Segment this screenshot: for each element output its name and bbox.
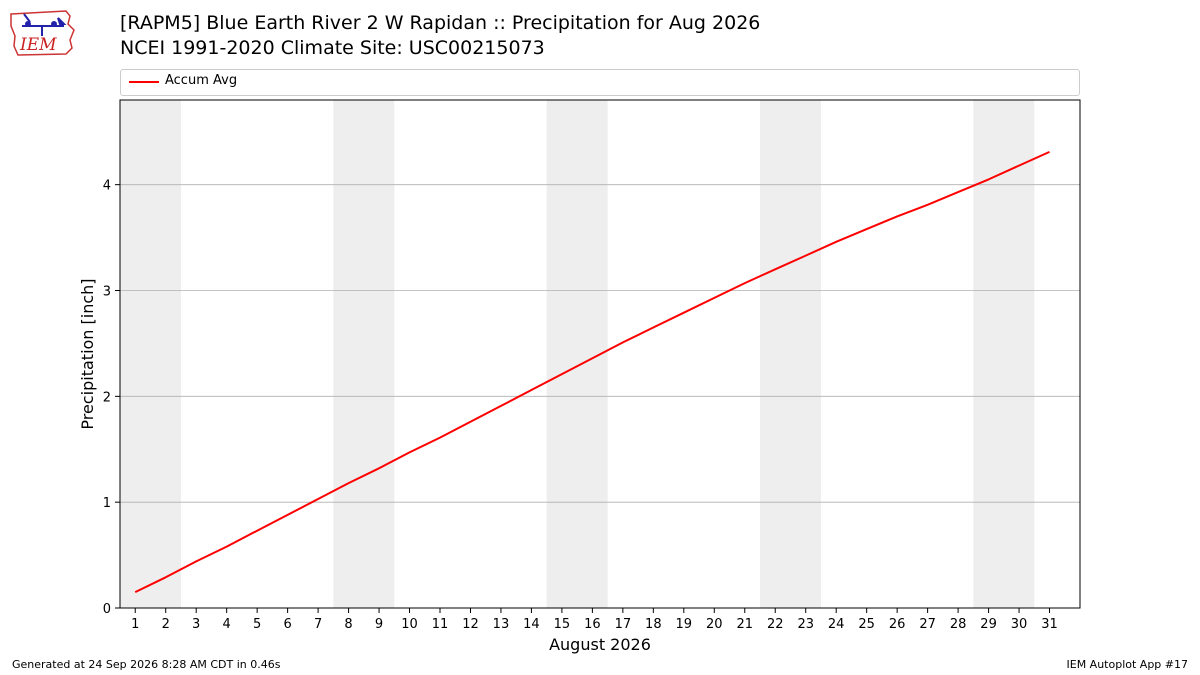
x-tick-label: 15 bbox=[554, 617, 571, 632]
x-tick-label: 3 bbox=[192, 617, 200, 632]
x-tick-label: 10 bbox=[401, 617, 418, 632]
y-tick-label: 4 bbox=[103, 179, 111, 194]
weekend-band bbox=[973, 100, 1035, 608]
y-axis-label: Precipitation [inch] bbox=[78, 278, 97, 429]
weekend-band bbox=[120, 100, 181, 608]
x-tick-label: 9 bbox=[375, 617, 383, 632]
x-tick-label: 23 bbox=[797, 617, 814, 632]
chart-title: [RAPM5] Blue Earth River 2 W Rapidan :: … bbox=[120, 12, 761, 34]
iem-logo: IEM bbox=[10, 10, 75, 56]
chart-subtitle: NCEI 1991-2020 Climate Site: USC00215073 bbox=[120, 37, 545, 59]
footer-app: IEM Autoplot App #17 bbox=[1066, 658, 1189, 671]
x-tick-label: 29 bbox=[980, 617, 997, 632]
y-tick-label: 2 bbox=[103, 390, 111, 405]
x-tick-label: 5 bbox=[253, 617, 261, 632]
x-tick-label: 27 bbox=[919, 617, 936, 632]
x-tick-label: 13 bbox=[493, 617, 510, 632]
x-tick-label: 17 bbox=[615, 617, 632, 632]
plot-frame bbox=[119, 99, 1081, 609]
legend-swatch-accum-avg bbox=[129, 81, 159, 83]
weekend-band bbox=[333, 100, 395, 608]
x-axis-label: August 2026 bbox=[549, 635, 651, 654]
x-tick-label: 4 bbox=[223, 617, 231, 632]
x-tick-label: 24 bbox=[828, 617, 845, 632]
x-tick-label: 12 bbox=[462, 617, 479, 632]
x-tick-label: 30 bbox=[1011, 617, 1028, 632]
y-tick-label: 0 bbox=[103, 602, 111, 617]
x-tick-label: 21 bbox=[736, 617, 753, 632]
y-tick-label: 3 bbox=[103, 285, 111, 300]
x-tick-label: 18 bbox=[645, 617, 662, 632]
x-tick-label: 25 bbox=[858, 617, 875, 632]
x-tick-label: 20 bbox=[706, 617, 723, 632]
x-tick-label: 26 bbox=[889, 617, 906, 632]
chart-legend: Accum Avg bbox=[120, 69, 1080, 96]
x-tick-label: 31 bbox=[1041, 617, 1058, 632]
weekend-band bbox=[760, 100, 821, 608]
x-tick-label: 14 bbox=[523, 617, 540, 632]
x-tick-label: 19 bbox=[676, 617, 693, 632]
weather-station-icon bbox=[22, 13, 67, 36]
legend-label-accum-avg: Accum Avg bbox=[165, 73, 238, 88]
x-tick-label: 28 bbox=[950, 617, 967, 632]
x-tick-label: 16 bbox=[584, 617, 601, 632]
iowa-outline-icon bbox=[10, 10, 75, 56]
x-tick-label: 7 bbox=[314, 617, 322, 632]
x-tick-label: 11 bbox=[432, 617, 449, 632]
x-tick-label: 22 bbox=[767, 617, 784, 632]
series-line-accum-avg bbox=[134, 150, 1050, 593]
footer-generated: Generated at 24 Sep 2026 8:28 AM CDT in … bbox=[12, 658, 281, 671]
x-tick-label: 1 bbox=[131, 617, 139, 632]
y-tick-label: 1 bbox=[103, 496, 111, 511]
x-tick-label: 8 bbox=[344, 617, 352, 632]
x-tick-label: 2 bbox=[162, 617, 170, 632]
logo-label: IEM bbox=[19, 35, 57, 55]
x-tick-label: 6 bbox=[283, 617, 291, 632]
